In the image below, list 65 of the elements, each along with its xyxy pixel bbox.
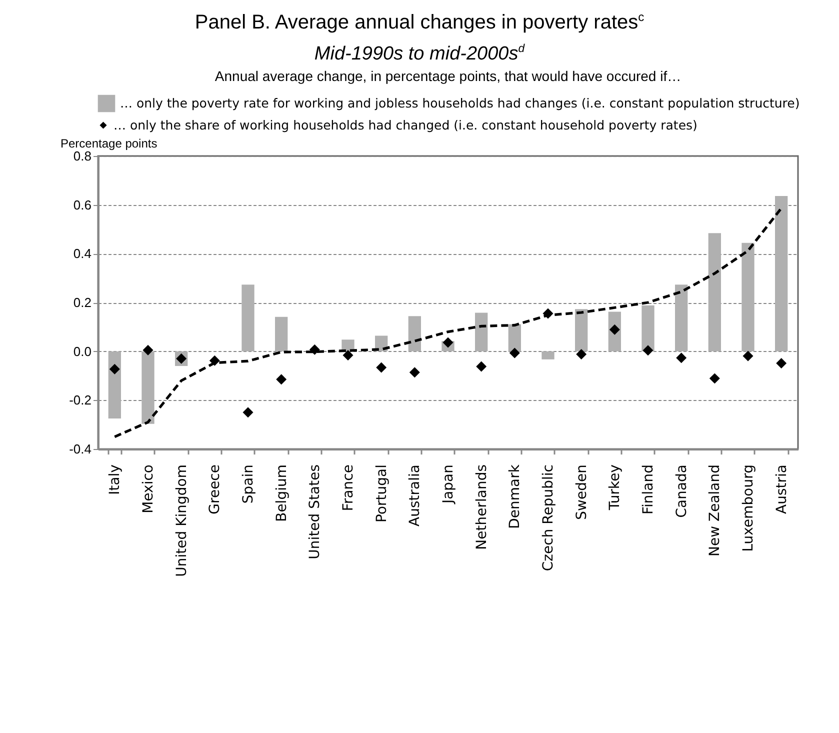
x-tick-label: Denmark bbox=[507, 464, 524, 529]
chart-subtitle: Mid-1990s to mid-2000s$^{d}$ bbox=[313, 42, 526, 65]
x-tick-label: Greece bbox=[207, 464, 224, 514]
x-tick-label: Finland bbox=[640, 464, 656, 515]
x-tick-label: United States bbox=[307, 464, 324, 560]
point bbox=[776, 358, 787, 369]
point bbox=[676, 352, 687, 364]
y-tick-label: -0.2 bbox=[69, 392, 92, 408]
bar bbox=[508, 324, 521, 352]
y-axis-title: Percentage points bbox=[60, 136, 158, 150]
x-tick-label: Austria bbox=[774, 464, 790, 514]
point bbox=[742, 350, 754, 362]
x-tick-label: Japan bbox=[440, 464, 456, 505]
y-tick-label: 0.0 bbox=[73, 344, 92, 359]
x-tick-label: Mexico bbox=[140, 464, 156, 514]
y-tick-label: 0.8 bbox=[73, 148, 92, 164]
x-tick-label: Turkey bbox=[607, 464, 624, 512]
chart-title: Panel B. Average annual changes in poverty rates$^{c}$ bbox=[194, 10, 646, 35]
point bbox=[476, 361, 487, 372]
x-tick-label: Belgium bbox=[274, 464, 290, 522]
x-tick-label: Canada bbox=[674, 464, 690, 518]
point bbox=[409, 367, 420, 378]
bar bbox=[475, 312, 488, 352]
bar bbox=[642, 305, 654, 352]
point bbox=[442, 337, 454, 348]
bar bbox=[542, 351, 554, 360]
y-tick-label: -0.4 bbox=[69, 441, 92, 456]
x-tick-label: France bbox=[340, 464, 356, 512]
bar bbox=[775, 196, 788, 352]
point bbox=[276, 374, 287, 385]
point bbox=[576, 349, 587, 360]
y-tick-label: 0.4 bbox=[73, 246, 92, 262]
y-tick-label: 0.6 bbox=[73, 197, 92, 212]
x-tick-label: Czech Republic bbox=[540, 464, 556, 572]
bar bbox=[408, 316, 421, 352]
point bbox=[709, 373, 720, 384]
point bbox=[509, 348, 520, 358]
bar bbox=[675, 284, 688, 352]
point bbox=[242, 407, 254, 418]
legend-label: … only the poverty rate for working and jobless households had changes (i.e. constant population structure) bbox=[120, 95, 800, 110]
x-tick-label: Spain bbox=[240, 464, 256, 504]
bar bbox=[575, 309, 588, 352]
point bbox=[142, 344, 154, 356]
bar bbox=[708, 233, 721, 352]
point bbox=[342, 350, 354, 360]
bar bbox=[242, 284, 254, 352]
x-tick-label: Portugal bbox=[374, 464, 390, 522]
point bbox=[376, 362, 387, 373]
x-tick-label: Sweden bbox=[574, 464, 590, 520]
x-tick-label: Italy bbox=[107, 464, 124, 495]
x-tick-label: Australia bbox=[407, 464, 424, 526]
y-tick-label: 0.2 bbox=[73, 294, 92, 310]
legend-label: … only the share of working households had changed (i.e. constant household poverty rates) bbox=[114, 117, 698, 132]
point bbox=[109, 364, 120, 374]
bar bbox=[142, 351, 154, 424]
line-series bbox=[113, 206, 783, 438]
x-tick-label: New Zealand bbox=[707, 464, 724, 556]
bar bbox=[742, 242, 754, 352]
x-tick-label: United Kingdom bbox=[174, 464, 190, 577]
legend-title: Annual average change, in percentage points, that would have occured if… bbox=[214, 68, 682, 84]
point bbox=[642, 345, 654, 356]
x-tick-label: Netherlands bbox=[474, 464, 490, 550]
x-tick-label: Luxembourg bbox=[740, 464, 756, 552]
bar bbox=[108, 351, 121, 418]
bar bbox=[275, 316, 288, 352]
